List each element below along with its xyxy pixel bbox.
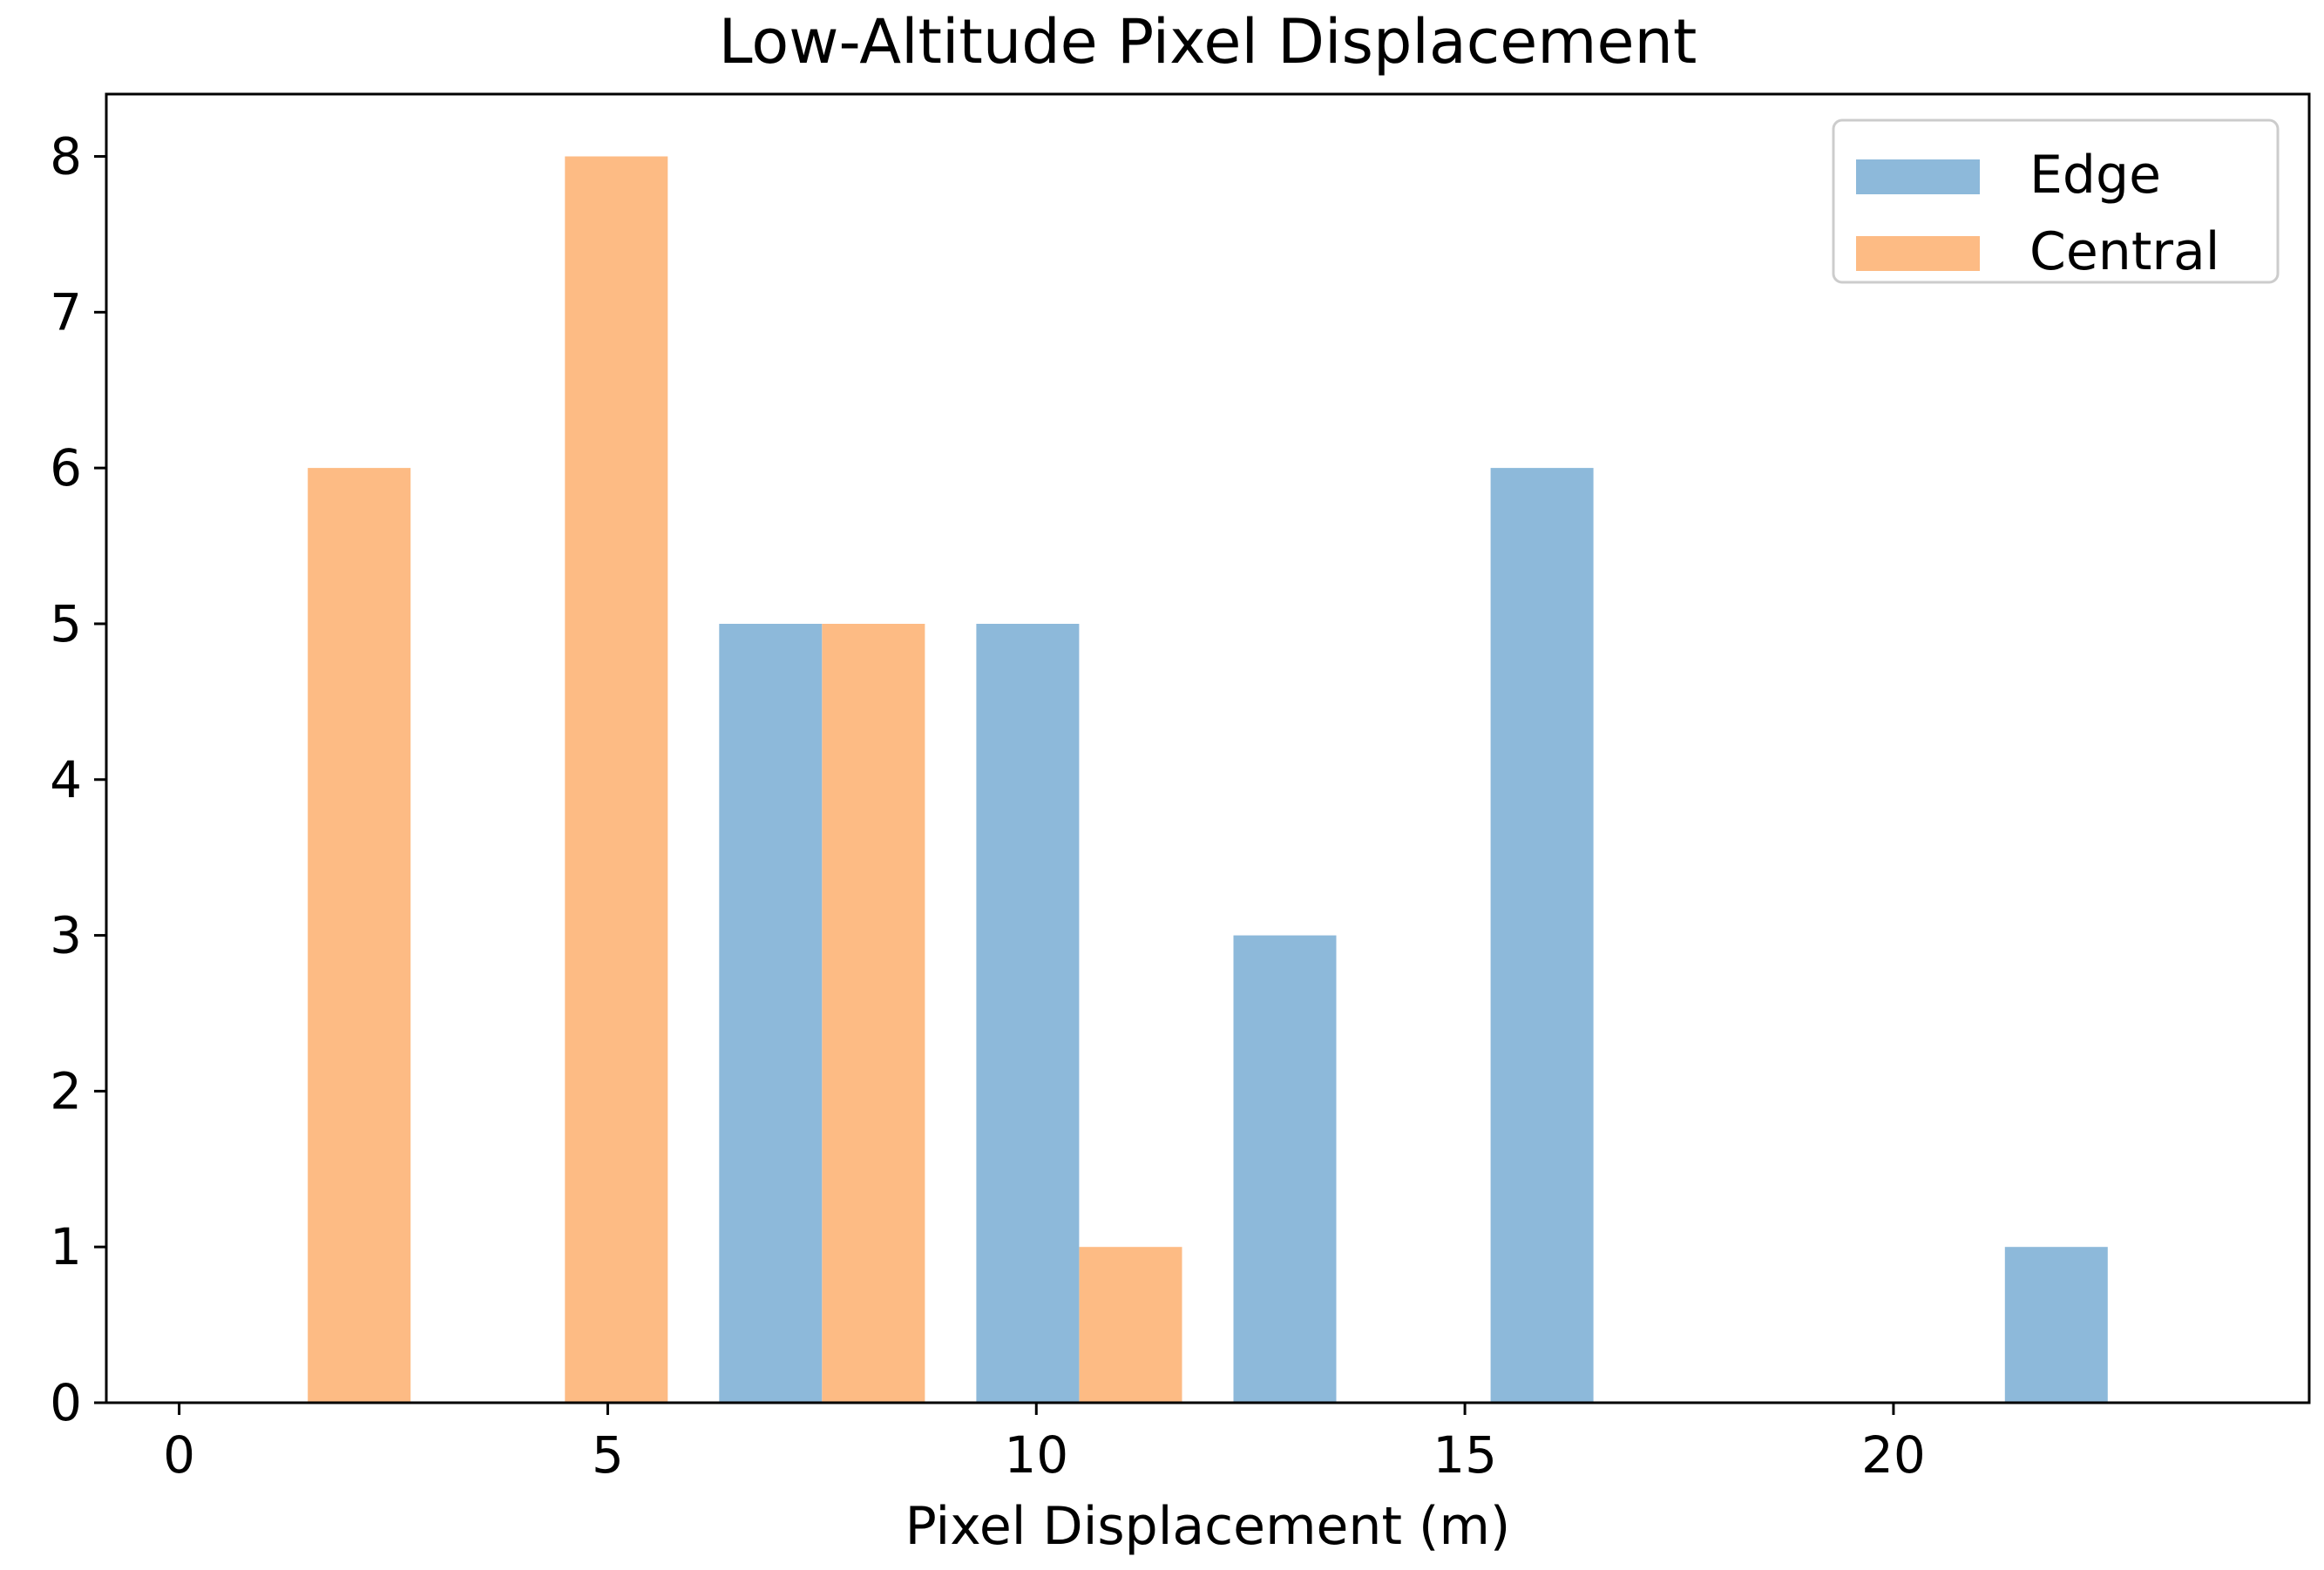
y-tick-label: 8 <box>50 127 82 186</box>
bar-central <box>1079 1247 1182 1403</box>
y-tick-label: 6 <box>50 438 82 497</box>
x-tick-label: 20 <box>1861 1425 1926 1485</box>
bar-central <box>565 156 668 1403</box>
x-tick-label: 10 <box>1004 1425 1068 1485</box>
y-tick-label: 3 <box>50 906 82 965</box>
y-tick-label: 1 <box>50 1217 82 1276</box>
x-tick-label: 15 <box>1433 1425 1497 1485</box>
y-axis-ticks: 0 1 2 3 4 5 6 7 8 <box>50 127 106 1432</box>
bars-layer <box>308 156 2108 1403</box>
plot-frame <box>105 92 2311 1404</box>
bar-edge <box>1233 935 1337 1403</box>
bar-edge <box>2004 1247 2108 1403</box>
bar-central <box>822 624 925 1403</box>
chart-title: Low-Altitude Pixel Displacement <box>719 6 1697 78</box>
y-tick-label: 5 <box>50 594 82 653</box>
legend: Edge Central <box>1832 118 2280 284</box>
bar-edge <box>976 624 1080 1403</box>
bar-edge <box>719 624 823 1403</box>
y-tick-label: 7 <box>50 282 82 342</box>
y-tick-label: 0 <box>50 1373 82 1432</box>
y-tick-label: 2 <box>50 1061 82 1120</box>
x-axis-label: Pixel Displacement (m) <box>905 1496 1511 1557</box>
x-axis-ticks: 0 5 10 15 20 <box>163 1403 1926 1485</box>
bar-edge <box>1490 468 1594 1403</box>
legend-label-edge: Edge <box>2029 145 2161 206</box>
bar-central <box>308 468 411 1403</box>
legend-label-central: Central <box>2029 221 2219 282</box>
legend-swatch-central <box>1856 236 1980 271</box>
x-tick-label: 5 <box>592 1425 624 1485</box>
x-tick-label: 0 <box>163 1425 195 1485</box>
legend-swatch-edge <box>1856 159 1980 194</box>
y-tick-label: 4 <box>50 750 82 809</box>
